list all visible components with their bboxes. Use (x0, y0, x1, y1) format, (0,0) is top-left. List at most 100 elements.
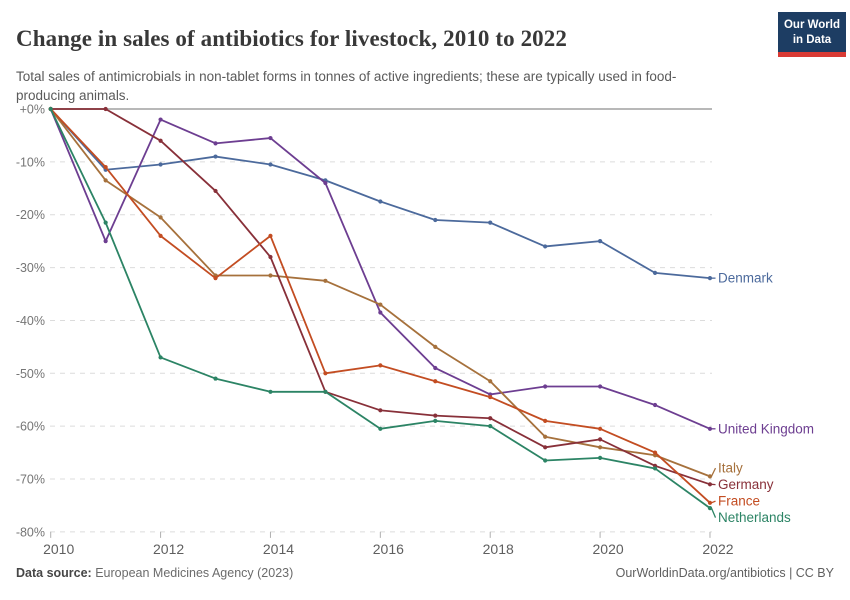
series-point-netherlands (707, 505, 713, 511)
series-point-denmark (543, 244, 548, 249)
series-point-italy (543, 434, 548, 439)
series-label-netherlands[interactable]: Netherlands (718, 510, 791, 525)
series-point-netherlands (268, 389, 273, 394)
series-point-denmark (433, 217, 438, 223)
series-point-france (378, 363, 383, 368)
series-point-germany (543, 445, 548, 450)
series-point-france (707, 500, 713, 505)
data-source: Data source: European Medicines Agency (… (16, 566, 293, 580)
series-label-connector-france (711, 500, 716, 504)
series-point-denmark (213, 154, 218, 159)
series-point-netherlands (433, 418, 438, 423)
series-point-denmark (652, 270, 658, 275)
series-point-netherlands (378, 426, 383, 431)
series-point-france (488, 394, 493, 400)
series-point-france (652, 450, 658, 455)
series-point-italy (707, 474, 713, 479)
series-point-germany (103, 106, 108, 112)
owid-logo[interactable]: Our World in Data (778, 12, 846, 58)
series-point-netherlands (213, 376, 218, 381)
series-point-united-kingdom (652, 402, 658, 408)
x-axis-tick-label: 2012 (153, 541, 184, 557)
series-point-denmark (598, 239, 603, 244)
credit-link[interactable]: OurWorldinData.org/antibiotics | CC BY (615, 566, 834, 580)
y-axis-tick-label: -30% (16, 261, 45, 275)
series-point-netherlands (158, 355, 163, 360)
series-point-netherlands (598, 455, 603, 460)
owid-logo-line2: in Data (792, 34, 832, 47)
data-source-label: Data source: (16, 566, 92, 580)
series-point-france (103, 165, 108, 170)
line-chart: +0% -10% -20% -30% -40% -50% -60% -70% -80% 2010 2… (16, 103, 814, 558)
series-point-germany (213, 188, 218, 194)
x-axis-tick-label: 2022 (702, 541, 733, 557)
series-label-connector-italy (710, 467, 717, 477)
series-point-denmark (378, 199, 383, 204)
series-point-denmark (158, 162, 163, 167)
x-axis-tick-label: 2016 (373, 541, 404, 557)
series-point-france (323, 371, 328, 376)
series-point-united-kingdom (323, 180, 328, 186)
series-point-netherlands (48, 106, 53, 112)
series-point-united-kingdom (433, 365, 438, 371)
series-label-france[interactable]: France (718, 494, 760, 509)
series-point-united-kingdom (213, 141, 218, 146)
series-line-united-kingdom[interactable] (49, 108, 711, 430)
y-axis-tick-label: -50% (16, 367, 45, 381)
data-source-value: European Medicines Agency (2023) (95, 566, 294, 580)
series-point-italy (103, 178, 108, 183)
series-point-germany (268, 254, 273, 260)
series-point-united-kingdom (707, 426, 713, 431)
y-axis-tick-label: +0% (20, 103, 45, 117)
series-point-denmark (268, 162, 273, 167)
series-point-france (433, 379, 438, 384)
series-point-italy (433, 344, 438, 349)
y-axis-tick-label: -20% (16, 208, 45, 222)
owid-logo-line1: Our World (783, 19, 840, 31)
series-point-netherlands (543, 458, 548, 463)
series-point-netherlands (323, 389, 328, 394)
chart-subtitle: Total sales of antimicrobials in non-tab… (16, 68, 677, 103)
series-point-denmark (707, 276, 713, 281)
series-point-france (158, 233, 163, 238)
series-line-italy[interactable] (49, 108, 711, 478)
series-point-italy (268, 273, 273, 278)
series-point-germany (378, 408, 383, 413)
series-point-italy (323, 278, 328, 283)
series-point-united-kingdom (158, 117, 163, 122)
series-point-germany (433, 413, 438, 418)
x-axis-tick-label: 2010 (43, 541, 74, 557)
series-point-italy (598, 445, 603, 450)
series-point-france (213, 276, 218, 281)
series-label-germany[interactable]: Germany (718, 477, 774, 492)
series-point-italy (158, 215, 163, 220)
x-axis-tick-label: 2014 (263, 541, 294, 557)
series-point-netherlands (488, 424, 493, 429)
y-axis-tick-label: -80% (16, 525, 45, 539)
y-axis-tick-label: -10% (16, 155, 45, 169)
series-point-france (598, 426, 603, 431)
series-label-denmark[interactable]: Denmark (718, 271, 773, 286)
series-label-connector-netherlands (710, 507, 717, 518)
series-point-france (268, 233, 273, 238)
y-axis-tick-label: -40% (16, 314, 45, 328)
series-point-denmark (488, 220, 493, 225)
page-title: Change in sales of antibiotics for lives… (16, 26, 567, 52)
series-point-germany (158, 138, 163, 143)
x-axis-tick-label: 2020 (593, 541, 624, 557)
series-point-germany (488, 416, 493, 421)
y-axis-tick-label: -70% (16, 473, 45, 487)
series-label-italy[interactable]: Italy (718, 461, 743, 476)
series-point-france (543, 418, 548, 423)
series-label-united-kingdom[interactable]: United Kingdom (718, 421, 814, 436)
series-point-germany (598, 437, 603, 442)
series-point-netherlands (652, 466, 658, 471)
series-point-netherlands (103, 220, 108, 225)
chart-footer: Data source: European Medicines Agency (… (16, 566, 834, 580)
series-point-united-kingdom (103, 239, 108, 244)
series-point-united-kingdom (598, 384, 603, 389)
series-point-united-kingdom (378, 310, 383, 315)
x-axis-tick-label: 2018 (483, 541, 514, 557)
series-point-italy (378, 302, 383, 307)
series-point-united-kingdom (268, 135, 273, 141)
